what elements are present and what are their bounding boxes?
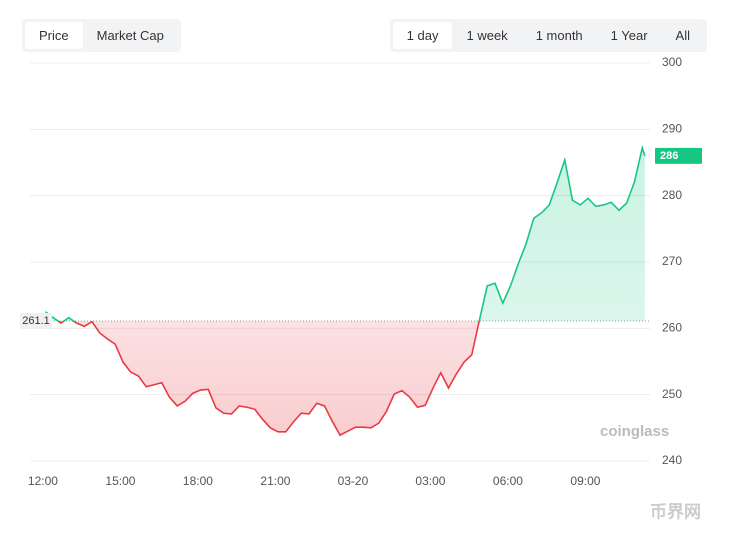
y-tick-label: 260 <box>662 321 682 335</box>
y-tick-label: 270 <box>662 254 682 268</box>
tab[interactable]: Price <box>25 22 83 49</box>
y-tick-label: 280 <box>662 188 682 202</box>
tab[interactable]: 1 Year <box>610 28 648 43</box>
x-tick-label: 06:00 <box>493 474 523 488</box>
y-tick-label: 300 <box>662 55 682 69</box>
x-tick-label: 12:00 <box>28 474 58 488</box>
price-label-box <box>655 147 702 164</box>
tab[interactable]: Market Cap <box>96 28 164 43</box>
site-watermark: 币界网 <box>650 502 701 521</box>
price-line <box>45 144 646 437</box>
y-tick-label: 290 <box>662 122 682 136</box>
x-tick-label: 03:00 <box>415 474 445 488</box>
range-tabs: 1 day 1 week 1 month 1 Year All <box>389 19 707 52</box>
tab[interactable]: 1 week <box>466 28 508 43</box>
baseline-label-box <box>20 313 52 330</box>
tab[interactable]: All <box>675 28 690 43</box>
tab[interactable]: 1 month <box>535 28 583 43</box>
baseline-label: 261.1 <box>22 315 50 327</box>
watermark: coinglass <box>600 423 669 440</box>
x-tick-label: 21:00 <box>260 474 290 488</box>
area <box>45 147 645 436</box>
y-tick-label: 250 <box>662 387 682 401</box>
x-tick-label: 18:00 <box>183 474 213 488</box>
price-label: 286 <box>660 150 678 162</box>
tab[interactable]: 1 day <box>392 22 453 49</box>
metric-tabs: Price Market Cap <box>22 19 181 52</box>
x-tick-label: 15:00 <box>105 474 135 488</box>
x-tick-label: 09:00 <box>570 474 600 488</box>
y-tick-label: 240 <box>662 453 682 467</box>
x-tick-label: 03-20 <box>338 474 369 488</box>
